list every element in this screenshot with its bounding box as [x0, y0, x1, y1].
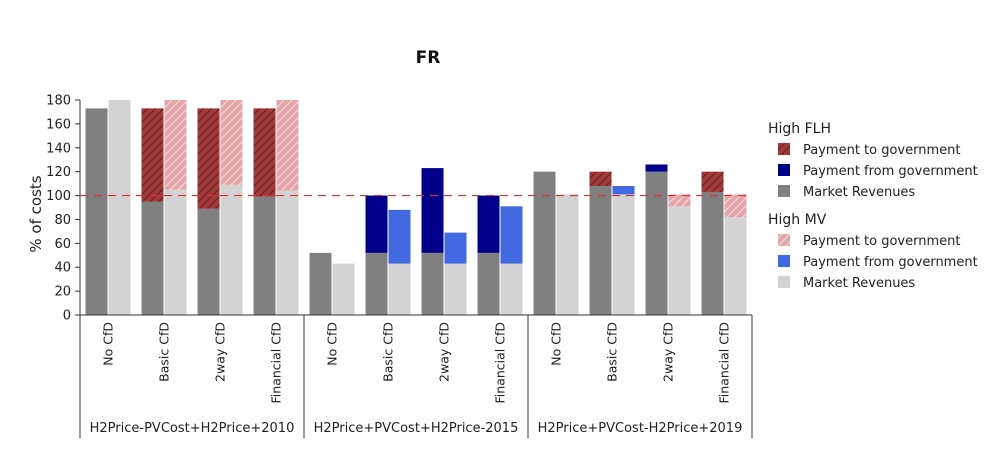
- bar-high-mv-market-revenues: [556, 194, 579, 315]
- bar-high-flh-payment-from-government: [421, 168, 444, 253]
- bar-high-mv-payment-to-government: [668, 194, 691, 207]
- y-tick-label: 60: [54, 237, 71, 252]
- bar-high-flh-payment-to-government: [197, 108, 220, 209]
- bar-high-flh-payment-to-government: [701, 171, 724, 192]
- y-tick-label: 100: [46, 189, 71, 204]
- bar-high-mv-market-revenues: [332, 263, 355, 315]
- legend-swatch-payment-from-government: [778, 164, 790, 176]
- y-tick-label: 20: [54, 285, 71, 300]
- category-label: No CfD: [549, 322, 564, 366]
- category-label: Financial CfD: [269, 322, 284, 403]
- x-axis: No CfD Basic CfD 2way CfD Financial CfD H2Pr…: [79, 314, 753, 438]
- y-tick-label: 40: [54, 261, 71, 276]
- legend-swatch-payment-to-government: [778, 234, 790, 246]
- bar-high-mv-market-revenues: [164, 189, 187, 315]
- category-label: 2way CfD: [213, 322, 228, 382]
- category-label: Basic CfD: [157, 322, 172, 382]
- bar-high-flh-payment-from-government: [365, 195, 388, 253]
- group-label: H2Price+PVCost-H2Price+2019: [538, 421, 743, 436]
- bar-high-mv-market-revenues: [444, 263, 467, 315]
- bar-high-mv-payment-from-government: [388, 209, 411, 264]
- bar-high-mv-payment-to-government: [164, 100, 187, 190]
- category-label: No CfD: [325, 322, 340, 366]
- bar-high-flh-market-revenues: [477, 252, 500, 315]
- bar-high-mv-market-revenues: [388, 263, 411, 315]
- bar-high-flh-payment-from-government: [645, 164, 668, 172]
- category-label: Financial CfD: [717, 322, 732, 403]
- legend-swatch-payment-to-government: [778, 143, 790, 155]
- legend-label-payment-from-government: Payment from government: [803, 255, 978, 270]
- y-tick-label: 140: [46, 141, 71, 156]
- bar-high-flh-payment-to-government: [141, 108, 164, 202]
- legend-label-market-revenues: Market Revenues: [803, 185, 915, 200]
- legend-swatch-payment-from-government: [778, 255, 790, 267]
- category-label: 2way CfD: [661, 322, 676, 382]
- bar-high-flh-payment-to-government: [589, 171, 612, 186]
- bar-high-flh-market-revenues: [421, 252, 444, 315]
- bar-high-mv-market-revenues: [612, 194, 635, 315]
- group-label: H2Price+PVCost+H2Price-2015: [314, 421, 519, 436]
- bar-high-flh-market-revenues: [253, 196, 276, 315]
- bar-high-flh-market-revenues: [533, 171, 556, 315]
- legend-title-high-mv: High MV: [768, 212, 827, 228]
- bar-high-flh-market-revenues: [365, 252, 388, 315]
- category-label: 2way CfD: [437, 322, 452, 382]
- bar-high-mv-payment-to-government: [276, 100, 299, 191]
- category-label: Basic CfD: [605, 322, 620, 382]
- y-axis-title: % of costs: [27, 175, 45, 252]
- bar-high-mv-market-revenues: [668, 206, 691, 315]
- y-tick-label: 160: [46, 117, 71, 132]
- bar-high-mv-market-revenues: [276, 190, 299, 315]
- chart-title: FR: [416, 48, 441, 68]
- y-tick-label: 0: [63, 309, 71, 324]
- bar-high-mv-payment-from-government: [444, 232, 467, 264]
- category-label: Financial CfD: [493, 322, 508, 403]
- y-tick-label: 180: [46, 94, 71, 109]
- legend-swatch-market-revenues: [778, 276, 790, 288]
- bar-high-flh-market-revenues: [85, 108, 108, 315]
- bar-high-flh-market-revenues: [141, 201, 164, 315]
- bar-high-mv-payment-to-government: [724, 194, 747, 218]
- legend-label-payment-to-government: Payment to government: [803, 143, 960, 158]
- y-tick-label: 80: [54, 213, 71, 228]
- bar-high-mv-market-revenues: [220, 184, 243, 315]
- bars: [85, 100, 747, 315]
- legend-label-market-revenues: Market Revenues: [803, 276, 915, 291]
- bar-high-mv-payment-to-government: [220, 100, 243, 185]
- bar-high-mv-market-revenues: [108, 100, 131, 315]
- y-tick-label: 120: [46, 165, 71, 180]
- legend: High FLH Payment to government Payment fro…: [768, 121, 978, 291]
- category-label: Basic CfD: [381, 322, 396, 382]
- bar-high-flh-market-revenues: [197, 208, 220, 315]
- bar-high-flh-market-revenues: [645, 171, 668, 315]
- bar-high-mv-market-revenues: [500, 263, 523, 315]
- group-label: H2Price-PVCost+H2Price+2010: [90, 421, 295, 436]
- bar-high-flh-market-revenues: [701, 191, 724, 315]
- bar-high-flh-payment-to-government: [253, 108, 276, 197]
- legend-label-payment-to-government: Payment to government: [803, 234, 960, 249]
- legend-swatch-market-revenues: [778, 185, 790, 197]
- bar-high-flh-market-revenues: [309, 252, 332, 315]
- bar-high-mv-market-revenues: [724, 217, 747, 315]
- bar-high-mv-payment-from-government: [612, 186, 635, 195]
- bar-high-flh-payment-from-government: [477, 195, 500, 253]
- y-axis: 0 20 40 60 80 100 120 140 160 180: [46, 94, 81, 324]
- legend-title-high-flh: High FLH: [768, 121, 831, 137]
- legend-label-payment-from-government: Payment from government: [803, 164, 978, 179]
- category-label: No CfD: [101, 322, 116, 366]
- bar-high-mv-payment-from-government: [500, 206, 523, 264]
- bar-high-flh-market-revenues: [589, 186, 612, 315]
